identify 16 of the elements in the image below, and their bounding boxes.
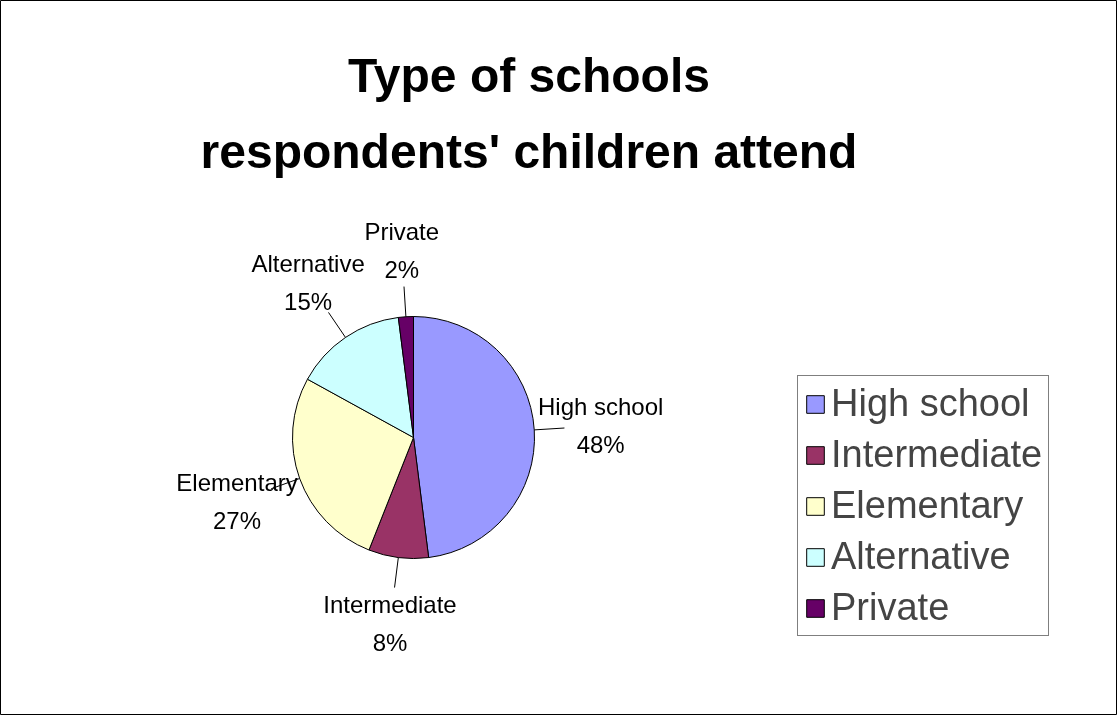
data-label: 8% <box>372 629 408 657</box>
data-label: 27% <box>213 506 262 534</box>
legend-label: Private <box>831 586 950 629</box>
data-label: 15% <box>284 287 333 315</box>
legend-label: Elementary <box>831 484 1024 527</box>
slice-label: Private <box>364 217 440 245</box>
data-label: 2% <box>384 255 420 283</box>
slice-label: High school <box>537 393 664 421</box>
data-label: 48% <box>576 431 625 459</box>
legend-label: Intermediate <box>831 433 1043 476</box>
slice-label: Elementary <box>176 468 298 496</box>
legend-label: Alternative <box>831 535 1011 578</box>
slice-label: Intermediate <box>323 591 457 619</box>
legend-label: High school <box>831 382 1030 425</box>
slice-label: Alternative <box>251 249 365 277</box>
chart-title: Type of schools respondents' children attend <box>200 49 858 178</box>
